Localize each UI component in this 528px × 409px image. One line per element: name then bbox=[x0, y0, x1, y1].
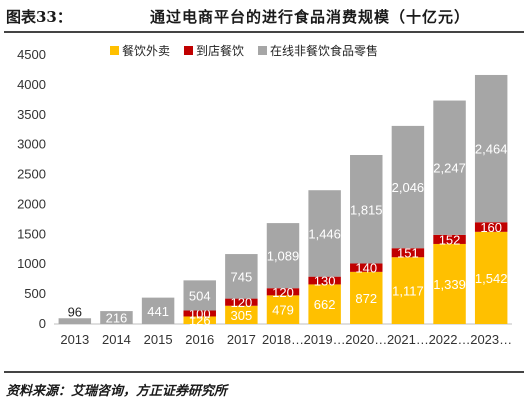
data-label: 140 bbox=[355, 261, 377, 276]
data-label: 441 bbox=[147, 304, 169, 319]
bar-segment bbox=[391, 125, 425, 249]
data-label: 1,339 bbox=[433, 277, 466, 292]
data-label: 130 bbox=[314, 274, 336, 289]
y-tick-label: 500 bbox=[24, 286, 46, 301]
data-label: 1,815 bbox=[350, 202, 383, 217]
bar-segment bbox=[183, 316, 216, 324]
chart-title: 通过电商平台的进行食品消费规模（十亿元） bbox=[150, 8, 471, 26]
bar-segment bbox=[474, 74, 508, 223]
y-tick-label: 1500 bbox=[17, 226, 46, 241]
bar-segment bbox=[266, 288, 300, 296]
bar-segment bbox=[225, 298, 258, 306]
y-tick-label: 0 bbox=[39, 316, 46, 331]
bar-segment bbox=[266, 223, 300, 289]
data-label: 662 bbox=[314, 297, 336, 312]
legend: 餐饮外卖 到店餐饮 在线非餐饮食品零售 bbox=[110, 43, 378, 58]
x-tick-label: 2013 bbox=[60, 332, 89, 347]
x-tick-label: 2017 bbox=[227, 332, 256, 347]
data-label: 1,117 bbox=[392, 284, 424, 299]
data-label: 96 bbox=[68, 304, 82, 319]
legend-label: 到店餐饮 bbox=[196, 43, 244, 58]
data-label: 216 bbox=[106, 311, 128, 326]
bar-segment bbox=[141, 297, 175, 324]
bar-segment bbox=[100, 311, 133, 324]
x-tick-label: 2018… bbox=[262, 332, 304, 347]
data-label: 504 bbox=[189, 288, 211, 303]
data-label: 1,542 bbox=[475, 271, 508, 286]
y-tick-label: 4500 bbox=[17, 47, 46, 62]
x-tick-label: 2021… bbox=[387, 332, 429, 347]
y-axis: 0 500 1000 1500 2000 2500 3000 3500 4000 4500 bbox=[17, 47, 512, 331]
bar-segment bbox=[308, 190, 341, 277]
source-note: 资料来源：艾瑞咨询，方正证券研究所 bbox=[6, 384, 228, 399]
data-label: 745 bbox=[231, 269, 253, 284]
data-label: 872 bbox=[355, 291, 377, 306]
x-tick-label: 2016 bbox=[185, 332, 214, 347]
x-tick-label: 2014 bbox=[102, 332, 131, 347]
y-tick-label: 2500 bbox=[17, 167, 46, 182]
legend-label: 餐饮外卖 bbox=[122, 43, 170, 58]
bar-segment bbox=[266, 295, 300, 324]
y-tick-label: 1000 bbox=[17, 256, 46, 271]
bar-segment bbox=[308, 284, 341, 324]
figure-header: 图表33： 通过电商平台的进行食品消费规模（十亿元） bbox=[0, 0, 528, 32]
legend-swatch bbox=[184, 46, 193, 55]
legend-label: 在线非餐饮食品零售 bbox=[270, 43, 378, 58]
bar-segment bbox=[225, 305, 258, 324]
data-label: 1,446 bbox=[308, 226, 341, 241]
data-label: 1,089 bbox=[267, 249, 300, 264]
y-tick-label: 3000 bbox=[17, 137, 46, 152]
bars: 96 216 4411261005043051207454791201,089662… bbox=[58, 74, 508, 328]
stacked-bar-chart: 餐饮外卖 到店餐饮 在线非餐饮食品零售 0 500 1000 1500 2000 2500 30… bbox=[17, 43, 512, 347]
legend-swatch bbox=[110, 46, 119, 55]
bar-segment bbox=[58, 318, 92, 324]
bar-segment bbox=[308, 276, 341, 285]
data-label: 2,247 bbox=[433, 161, 466, 176]
bar-segment bbox=[433, 100, 466, 235]
data-label: 120 bbox=[272, 285, 294, 300]
figure-label: 图表33： bbox=[6, 8, 72, 26]
data-label: 126 bbox=[189, 313, 211, 328]
data-label: 479 bbox=[272, 303, 294, 318]
data-label: 2,464 bbox=[475, 142, 508, 157]
x-tick-label: 2022… bbox=[429, 332, 471, 347]
bar-segment bbox=[183, 280, 216, 311]
bottom-rule bbox=[4, 371, 524, 373]
bar-segment bbox=[433, 243, 466, 324]
bar-segment bbox=[391, 257, 425, 324]
data-label: 120 bbox=[231, 295, 253, 310]
bar-segment bbox=[225, 254, 258, 299]
bar-segment bbox=[183, 310, 216, 317]
y-tick-label: 4000 bbox=[17, 77, 46, 92]
bar-segment bbox=[474, 222, 508, 232]
y-tick-label: 3500 bbox=[17, 107, 46, 122]
bar-segment bbox=[391, 248, 425, 258]
bar-segment bbox=[350, 155, 383, 264]
y-tick-label: 2000 bbox=[17, 196, 46, 211]
x-tick-label: 2023… bbox=[470, 332, 512, 347]
data-label: 2,046 bbox=[392, 180, 425, 195]
data-label: 151 bbox=[397, 246, 419, 261]
legend-swatch bbox=[258, 46, 267, 55]
bar-segment bbox=[433, 234, 466, 244]
top-rule bbox=[4, 31, 524, 33]
x-tick-label: 2015 bbox=[144, 332, 173, 347]
x-tick-label: 2019… bbox=[304, 332, 346, 347]
x-axis: 2013 2014 2015 2016 2017 2018… 2019… 2020… 2021…… bbox=[60, 332, 512, 347]
bar-segment bbox=[350, 263, 383, 272]
bar-segment bbox=[350, 271, 383, 324]
data-label: 152 bbox=[439, 232, 461, 247]
data-label: 160 bbox=[480, 220, 502, 235]
data-label: 305 bbox=[231, 308, 253, 323]
x-tick-label: 2020… bbox=[345, 332, 387, 347]
bar-segment bbox=[474, 231, 508, 324]
